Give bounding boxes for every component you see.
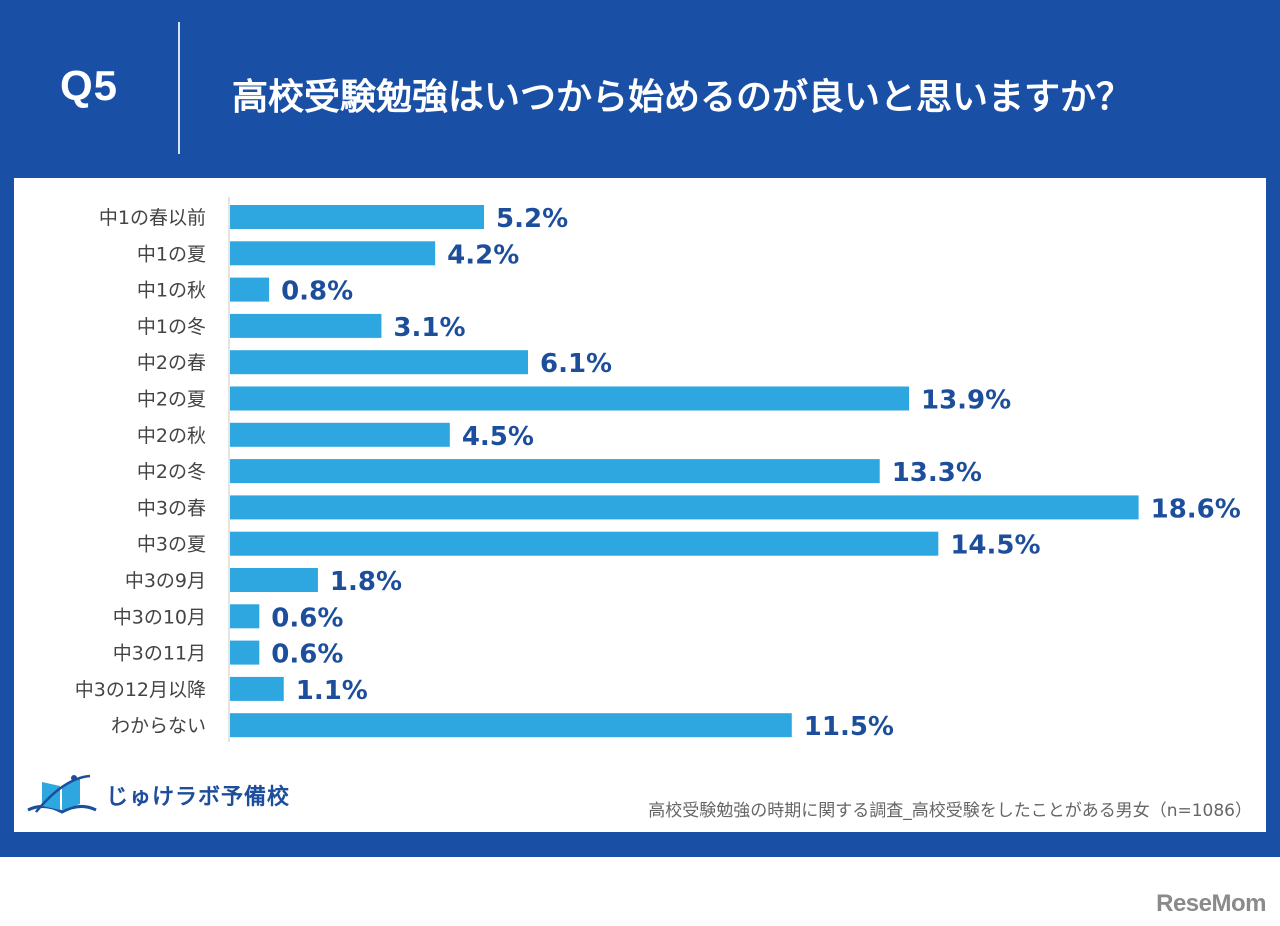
bar	[230, 459, 880, 484]
bar	[230, 313, 382, 338]
value-label: 1.8%	[330, 567, 402, 597]
bar	[230, 386, 910, 411]
bar-chart: 中1の春以前 5.2% 中1の夏 4.2% 中1の秋 0.8% 中1の冬 3.1% 中2の春 6.…	[75, 197, 1241, 742]
bar	[230, 495, 1139, 520]
value-label: 11.5%	[804, 712, 894, 742]
bar	[230, 277, 270, 302]
header-divider	[178, 22, 180, 154]
value-label: 0.6%	[271, 640, 343, 670]
question-number: Q5	[60, 62, 119, 109]
chart-title: 高校受験勉強はいつから始めるのが良いと思いますか？	[232, 77, 1133, 118]
value-label: 0.6%	[271, 603, 343, 633]
category-label: わからない	[111, 715, 206, 737]
category-label: 中1の秋	[137, 280, 206, 302]
category-label: 中3の9月	[125, 570, 206, 592]
value-label: 5.2%	[496, 204, 568, 234]
source-note: 高校受験勉強の時期に関する調査_高校受験をしたことがある男女（n=1086）	[648, 801, 1252, 821]
value-label: 1.1%	[296, 676, 368, 706]
book-logo-icon	[27, 774, 97, 814]
value-label: 14.5%	[950, 531, 1040, 561]
bar	[230, 640, 260, 665]
category-label: 中3の10月	[113, 606, 206, 628]
category-label: 中2の冬	[137, 461, 206, 483]
bar	[230, 568, 318, 592]
logo-text: じゅけラボ予備校	[106, 785, 291, 810]
brand-logo: じゅけラボ予備校	[24, 772, 290, 818]
category-label: 中2の夏	[137, 389, 206, 411]
category-label: 中1の冬	[137, 316, 206, 338]
watermark-logo: ReseMom	[1156, 890, 1266, 917]
category-label: 中3の春	[137, 497, 206, 519]
bar	[230, 205, 485, 229]
bar	[230, 604, 260, 629]
value-label: 3.1%	[393, 313, 465, 343]
value-label: 6.1%	[540, 349, 612, 379]
bar	[230, 350, 528, 375]
bar	[230, 713, 792, 738]
bar	[230, 676, 284, 701]
value-label: 4.5%	[462, 422, 534, 452]
category-label: 中3の12月以降	[75, 679, 206, 701]
category-label: 中3の夏	[137, 534, 206, 556]
category-label: 中3の11月	[113, 643, 206, 665]
category-label: 中1の春以前	[99, 207, 206, 229]
value-label: 4.2%	[447, 240, 519, 270]
category-label: 中1の夏	[137, 243, 206, 265]
value-label: 13.9%	[921, 386, 1011, 416]
category-label: 中2の春	[137, 352, 206, 374]
bar	[230, 241, 436, 266]
value-label: 13.3%	[892, 458, 982, 488]
category-label: 中2の秋	[137, 425, 206, 447]
bar	[230, 531, 939, 556]
value-label: 18.6%	[1151, 494, 1241, 524]
value-label: 0.8%	[281, 277, 353, 307]
bar	[230, 422, 450, 447]
